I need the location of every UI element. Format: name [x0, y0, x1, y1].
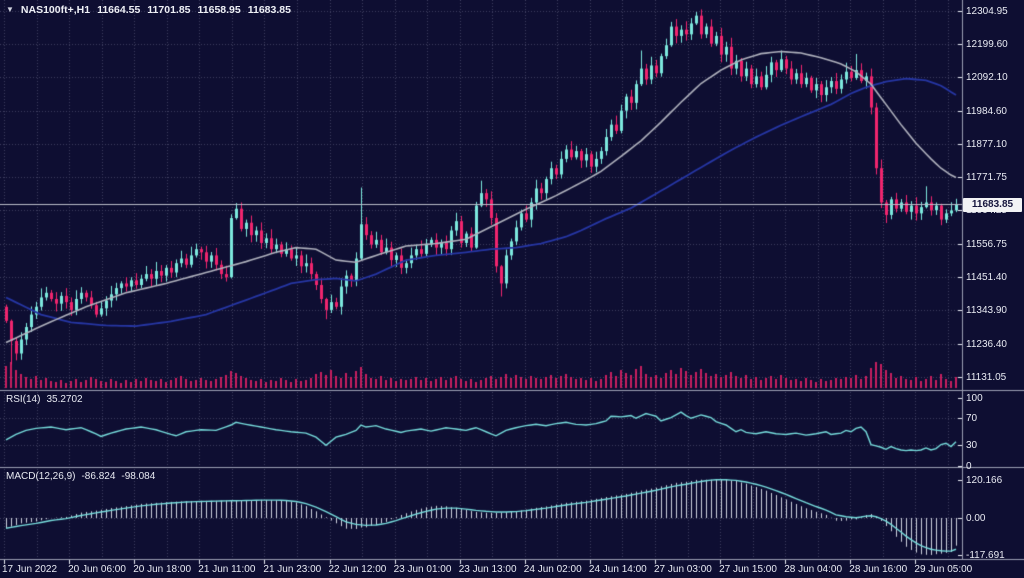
price-axis-label: 12304.95 [966, 6, 1008, 17]
time-axis-label: 24 Jun 02:00 [523, 564, 582, 575]
chart-header: ▼ NAS100ft+,H1 11664.55 11701.85 11658.9… [6, 4, 291, 16]
rsi-scale-label: 100 [966, 393, 983, 404]
time-axis-label: 23 Jun 01:00 [393, 564, 452, 575]
price-axis-label: 11984.60 [966, 105, 1007, 117]
ohlc-high: 11701.85 [147, 4, 191, 16]
macd-signal-value: -98.084 [121, 471, 156, 482]
time-axis-label: 28 Jun 16:00 [849, 564, 908, 575]
price-axis-label: 11771.75 [966, 172, 1007, 184]
time-axis-label: 20 Jun 06:00 [68, 564, 126, 575]
time-axis-label: 23 Jun 13:00 [458, 564, 517, 575]
time-axis-label: 21 Jun 23:00 [263, 564, 322, 575]
macd-panel-label: MACD(12,26,9) -86.824 -98.084 [6, 471, 155, 483]
price-axis-label: 12199.60 [966, 38, 1008, 50]
rsi-panel-label: RSI(14) 35.2702 [6, 394, 83, 406]
time-axis-label: 20 Jun 18:00 [133, 564, 192, 575]
time-axis-label: 27 Jun 15:00 [719, 564, 777, 575]
macd-scale-label: 0.00 [966, 513, 986, 524]
symbol-period-label: NAS100ft+,H1 [20, 4, 91, 16]
time-axis-label: 21 Jun 11:00 [198, 564, 256, 575]
ohlc-open: 11664.55 [97, 4, 141, 16]
price-axis-label: 11556.75 [966, 238, 1007, 250]
time-axis-label: 24 Jun 14:00 [588, 564, 647, 575]
macd-main-value: -86.824 [81, 471, 116, 482]
time-axis-label: 22 Jun 12:00 [328, 564, 387, 575]
ohlc-low: 11658.95 [197, 4, 241, 16]
macd-name: MACD(12,26,9) [6, 471, 76, 482]
macd-scale-label: -117.691 [966, 550, 1005, 562]
time-axis-label: 27 Jun 03:00 [654, 564, 712, 575]
time-axis-label: 28 Jun 04:00 [784, 564, 843, 575]
macd-scale-label: 120.166 [966, 474, 1003, 486]
time-axis-label: 29 Jun 05:00 [914, 564, 973, 575]
price-axis-label: 11343.90 [966, 305, 1007, 317]
price-axis-label: 11131.05 [966, 371, 1007, 383]
price-axis-label: 11451.40 [966, 271, 1007, 283]
rsi-scale-label: 0 [966, 460, 972, 472]
rsi-value: 35.2702 [46, 394, 83, 405]
price-axis-label: 11236.40 [966, 338, 1007, 350]
price-axis-label: 12092.10 [966, 72, 1008, 84]
rsi-scale-label: 30 [966, 440, 978, 452]
rsi-name: RSI(14) [6, 394, 41, 405]
price-axis-label: 11877.10 [966, 139, 1007, 151]
ohlc-close: 11683.85 [247, 4, 291, 16]
current-price-tag: 11683.85 [963, 197, 1022, 212]
time-axis-label: 17 Jun 2022 [2, 564, 58, 575]
symbol-dropdown-icon[interactable]: ▼ [6, 5, 14, 14]
rsi-scale-label: 70 [966, 413, 978, 425]
